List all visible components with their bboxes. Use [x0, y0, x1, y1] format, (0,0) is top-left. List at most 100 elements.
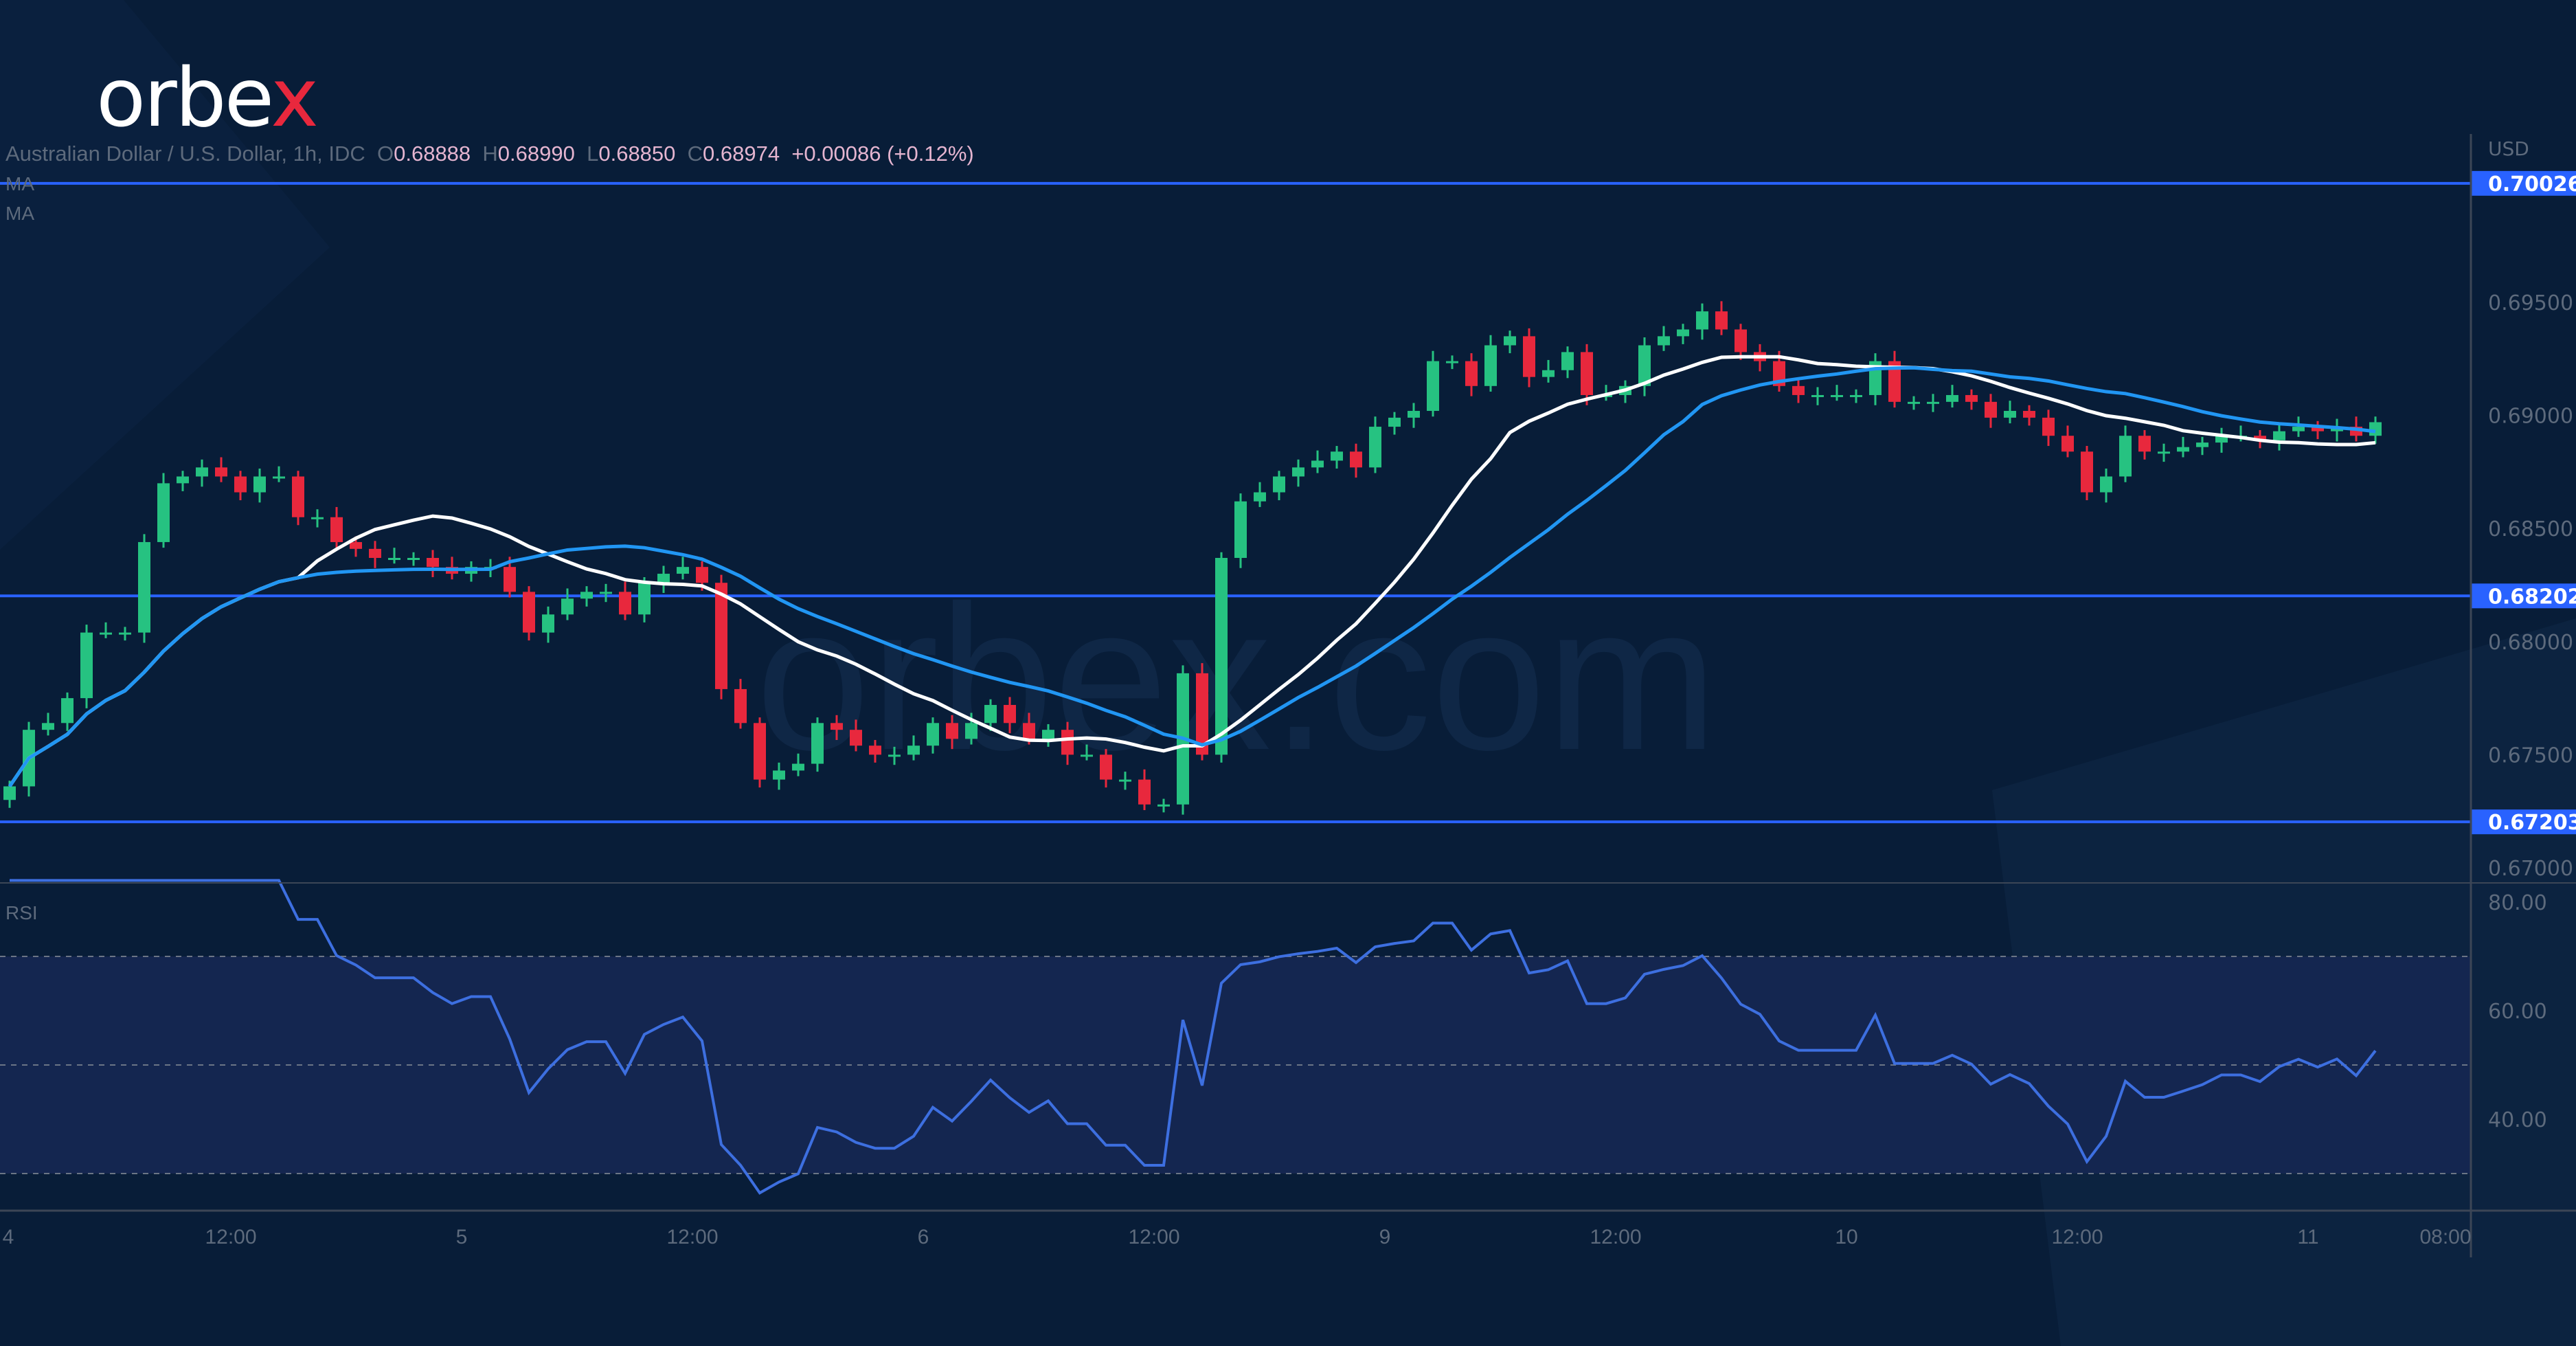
rsi-tick-label: 80.00 [2488, 891, 2547, 915]
candle-body [177, 476, 189, 484]
change-value: +0.00086 (+0.12%) [791, 142, 974, 166]
candle-body [2100, 476, 2112, 493]
candle-body [1927, 401, 1939, 404]
candle-body [1581, 352, 1593, 395]
candle-body [1273, 476, 1285, 493]
candle-body [1446, 361, 1458, 363]
candle-body [946, 723, 958, 739]
y-tick-label: 0.69000 [2488, 405, 2573, 429]
candle-body [1638, 345, 1651, 386]
x-tick-label: 6 [918, 1226, 929, 1248]
candle-body [80, 632, 93, 699]
candle-body [1735, 329, 1747, 352]
candle-body [3, 786, 16, 800]
candle-body [2177, 447, 2189, 452]
candle-body [1427, 361, 1439, 412]
chart-legend: Australian Dollar / U.S. Dollar, 1h, IDC… [5, 142, 974, 166]
low-value: 0.68850 [598, 142, 676, 166]
candle-body [330, 517, 343, 542]
rsi-tick-label: 40.00 [2488, 1108, 2547, 1132]
ma-indicator-1[interactable]: MA [5, 173, 34, 194]
candle-body [2215, 436, 2228, 443]
x-tick-label: 12:00 [205, 1226, 256, 1248]
candle-body [100, 632, 112, 635]
candle-body [504, 567, 516, 592]
level-price-label: 0.70026 [2488, 172, 2576, 197]
candle-body [773, 770, 785, 780]
x-tick-label: 12:00 [2051, 1226, 2103, 1248]
candle-body [1561, 352, 1574, 370]
candle-body [350, 541, 362, 549]
candle-body [580, 592, 593, 599]
candle-body [1196, 673, 1208, 755]
candle-body [1677, 329, 1689, 337]
candle-body [619, 592, 631, 615]
candle-body [869, 745, 881, 755]
candle-body [157, 483, 170, 542]
candle-body [1061, 730, 1074, 755]
x-tick-label: 4 [3, 1226, 14, 1248]
y-tick-label: 0.67000 [2488, 857, 2573, 881]
candle-body [1908, 401, 1920, 404]
ma-indicator-2[interactable]: MA [5, 203, 34, 224]
x-tick-label: 12:00 [1590, 1226, 1641, 1248]
candle-body [1465, 361, 1478, 386]
candle-body [407, 557, 420, 560]
candle-body [273, 476, 285, 479]
x-tick-label: 9 [1379, 1226, 1391, 1248]
candle-body [1965, 394, 1978, 402]
candle-body [1042, 730, 1054, 739]
candle-body [888, 754, 901, 757]
high-value: 0.68990 [497, 142, 575, 166]
candle-body [2254, 436, 2266, 440]
candle-body [61, 698, 74, 724]
candle-body [196, 467, 208, 477]
candle-body [2158, 451, 2170, 454]
candle-body [734, 688, 747, 724]
y-tick-label: 0.69500 [2488, 291, 2573, 315]
candle-body [2081, 451, 2093, 493]
candle-body [927, 723, 939, 746]
candle-body [388, 557, 400, 560]
symbol-label: Australian Dollar / U.S. Dollar, 1h, IDC [5, 142, 365, 166]
candle-body [696, 567, 708, 583]
candle-body [1715, 311, 1728, 330]
y-tick-label: 0.68500 [2488, 517, 2573, 541]
candle-body [1331, 451, 1343, 461]
rsi-line [10, 879, 2377, 1195]
candle-body [600, 592, 612, 594]
x-tick-label: 10 [1835, 1226, 1857, 1248]
candle-body [2138, 436, 2151, 452]
candle-body [1811, 394, 1824, 397]
candle-body [907, 745, 920, 755]
candle-body [1504, 336, 1516, 346]
level-price-badge [2471, 170, 2576, 196]
candle-body [119, 632, 131, 635]
candle-body [2312, 427, 2324, 431]
candle-body [1388, 417, 1401, 427]
candle-body [1292, 467, 1304, 477]
candle-body [1831, 394, 1843, 397]
candle-body [2023, 411, 2035, 418]
candle-body [2369, 422, 2382, 436]
x-tick-label: 5 [456, 1226, 468, 1248]
candle-body [677, 567, 689, 574]
candle-body [427, 557, 439, 568]
candle-body [1542, 370, 1555, 377]
candle-body [754, 723, 766, 780]
candle-body [561, 598, 574, 615]
candle-body [1658, 336, 1670, 346]
candle-body [138, 541, 150, 633]
candle-body [1119, 779, 1131, 782]
candle-body [984, 704, 997, 724]
y-tick-label: 0.67500 [2488, 743, 2573, 767]
candle-body [2273, 431, 2285, 440]
candle-body [253, 476, 266, 493]
open-value: 0.68888 [394, 142, 471, 166]
candle-body [1484, 345, 1497, 386]
ma-slow-line [8, 366, 2376, 787]
candle-body [1792, 385, 1805, 395]
ma-fast-line [8, 355, 2376, 787]
level-price-label: 0.67203 [2488, 811, 2576, 835]
